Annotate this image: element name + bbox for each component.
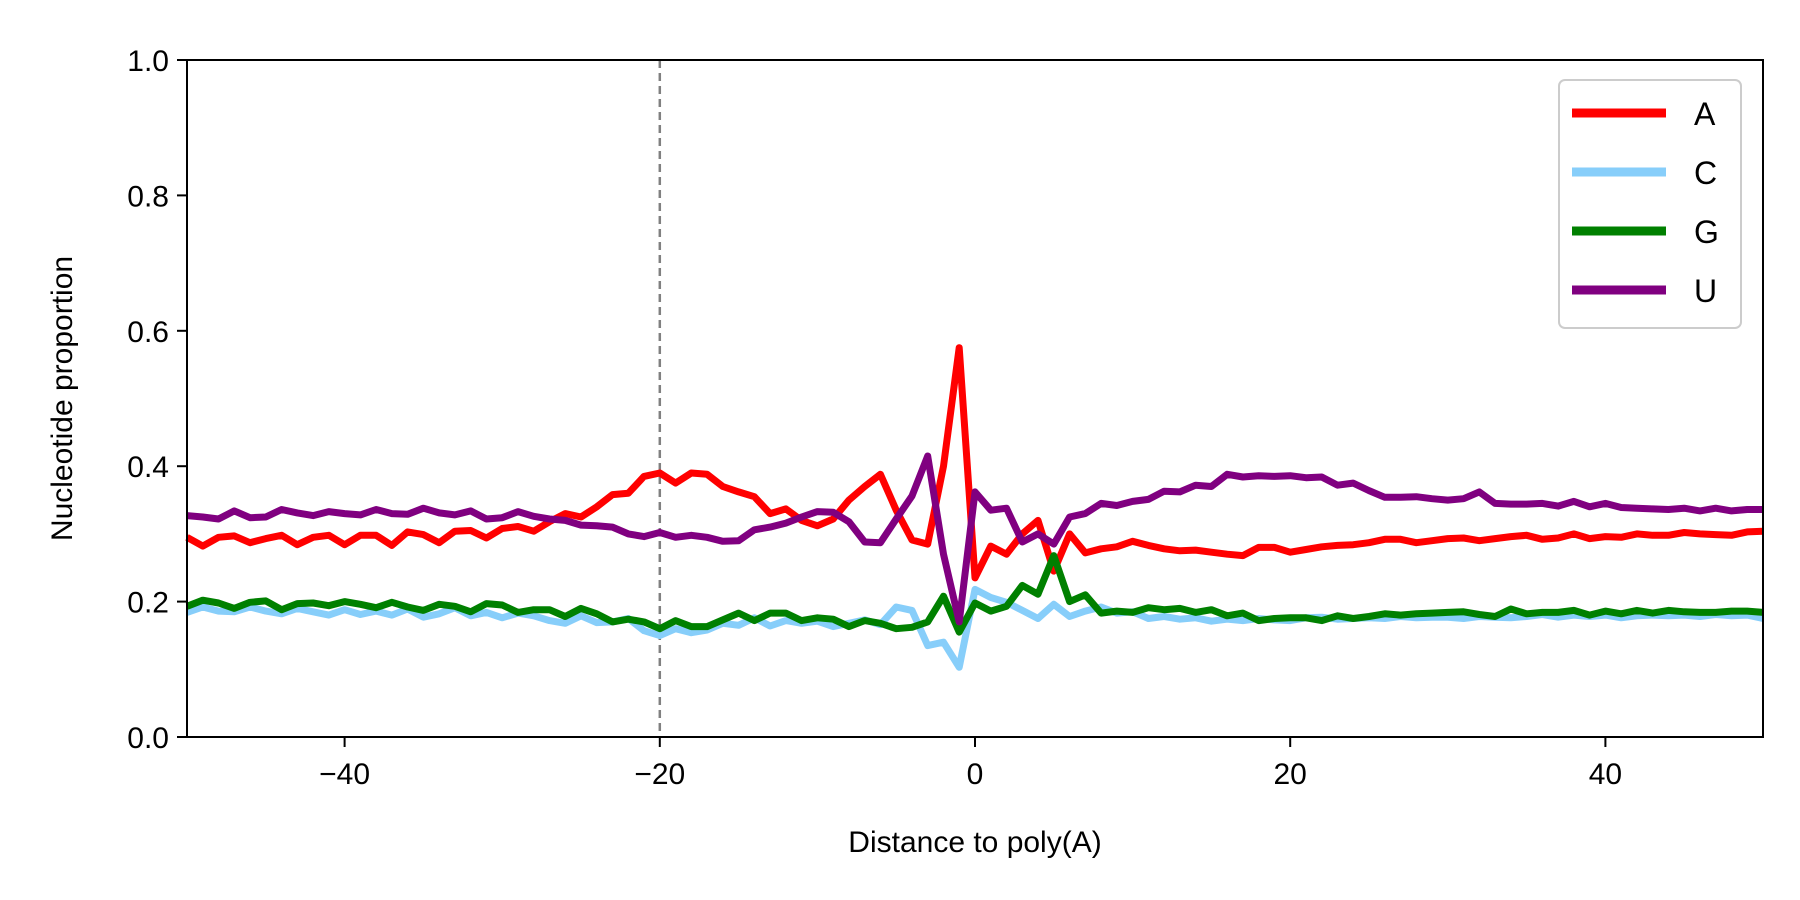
legend-label-u: U: [1694, 273, 1717, 309]
x-tick-label: 40: [1589, 758, 1622, 791]
series-line-a: [185, 344, 1764, 582]
legend-label-c: C: [1694, 155, 1717, 191]
y-tick-label: 0.2: [127, 587, 169, 620]
y-tick-label: 0.6: [127, 316, 169, 349]
x-axis-ticks: −40 −20 0 20 40: [319, 737, 1622, 791]
series-lines: [185, 344, 1764, 671]
plot-frame: [186, 59, 1764, 738]
x-tick-label: −20: [634, 758, 685, 791]
x-axis-label: Distance to poly(A): [848, 826, 1101, 859]
y-tick-label: 0.8: [127, 180, 169, 213]
series-line-g: [185, 552, 1764, 636]
y-axis-label: Nucleotide proportion: [46, 256, 79, 541]
y-tick-label: 0.0: [127, 722, 169, 755]
y-tick-label: 0.4: [127, 451, 169, 484]
legend-label-a: A: [1694, 96, 1716, 132]
legend-label-g: G: [1694, 214, 1719, 250]
legend-box: [1558, 79, 1742, 329]
x-tick-label: 0: [967, 758, 984, 791]
x-tick-label: −40: [319, 758, 370, 791]
series-line-u: [186, 452, 1763, 626]
y-tick-label: 1.0: [127, 45, 169, 78]
x-tick-label: 20: [1274, 758, 1307, 791]
y-axis-ticks: 0.0 0.2 0.4 0.6 0.8 1.0: [127, 45, 187, 755]
